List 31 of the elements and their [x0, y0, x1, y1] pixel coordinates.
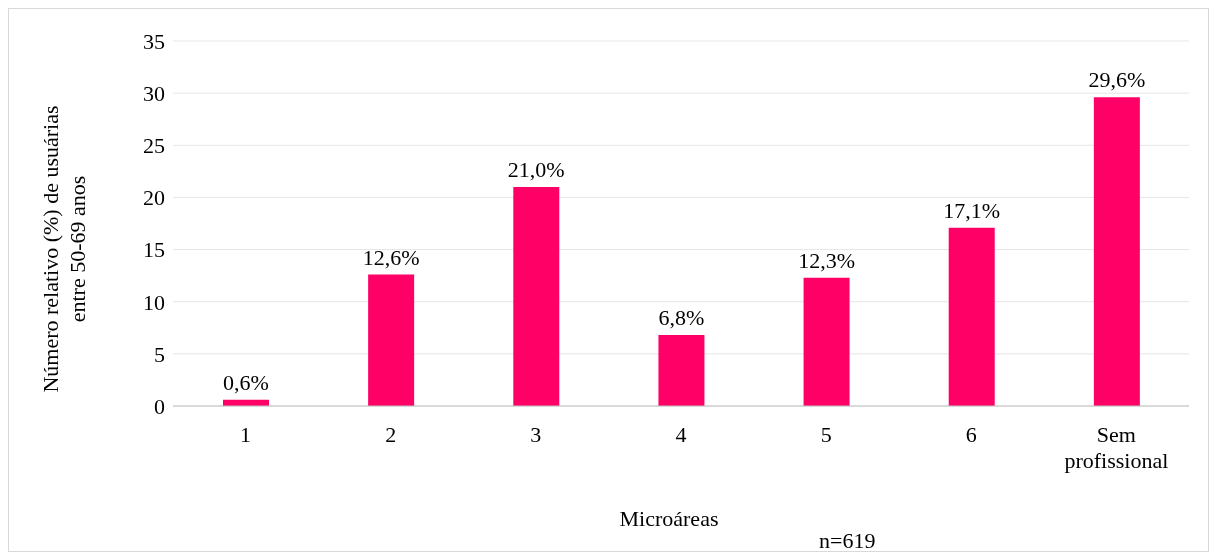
bar — [1093, 97, 1140, 406]
x-tick-label: Sem profissional — [1064, 422, 1169, 473]
x-tick-label: 1 — [240, 422, 252, 447]
y-axis-title: Número relativo (%) de usuárias entre 50-69 anos — [37, 105, 90, 393]
y-tick-label: 15 — [143, 237, 165, 263]
data-label: 12,3% — [798, 247, 855, 273]
bar — [368, 274, 415, 406]
data-label: 6,8% — [658, 305, 705, 331]
y-tick-label: 25 — [143, 133, 165, 159]
x-axis-title: Microáreas — [618, 506, 720, 532]
data-label: 29,6% — [1088, 67, 1146, 93]
y-tick-label: 30 — [143, 80, 165, 106]
x-tick-label: 3 — [530, 422, 542, 447]
y-tick-label: 10 — [143, 289, 165, 315]
data-label: 12,6% — [362, 244, 420, 270]
y-tick-label: 20 — [143, 185, 165, 211]
x-tick-label: 4 — [675, 422, 687, 447]
bar — [513, 187, 560, 406]
data-label: 17,1% — [943, 197, 1001, 223]
bar — [658, 335, 705, 406]
x-tick-label: 6 — [965, 422, 977, 447]
bar — [803, 277, 850, 406]
y-tick-label: 0 — [154, 393, 165, 419]
bar — [948, 227, 995, 406]
text: n=619 — [819, 528, 876, 554]
y-tick-label: 35 — [143, 28, 165, 54]
x-tick-label: 2 — [385, 422, 397, 447]
data-label: 21,0% — [507, 157, 565, 182]
y-tick-label: 5 — [154, 341, 165, 367]
x-tick-label: 5 — [820, 422, 832, 447]
data-label: 0,6% — [223, 369, 269, 395]
